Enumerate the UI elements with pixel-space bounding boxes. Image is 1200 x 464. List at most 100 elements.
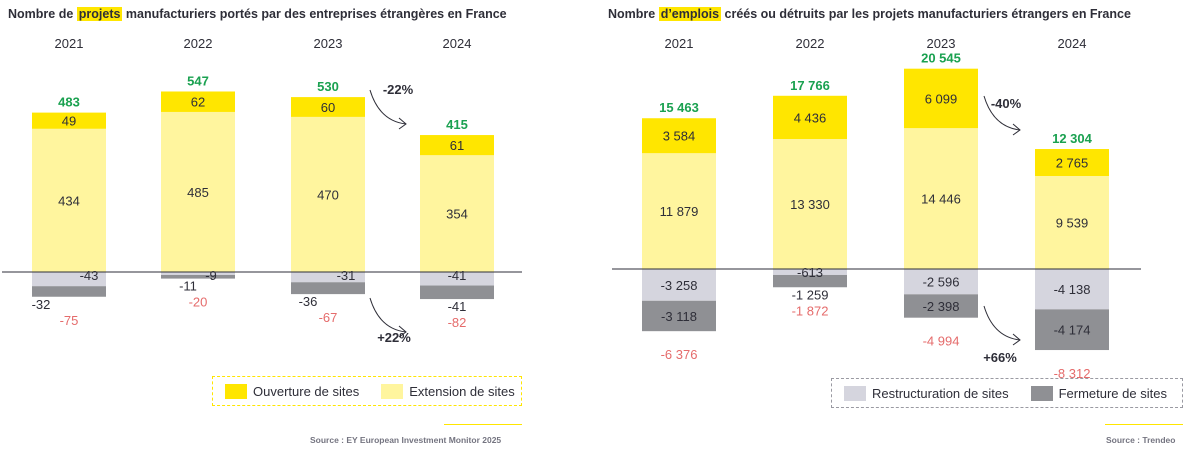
right-2021-year-label: 2021	[665, 36, 694, 51]
left-source-rule	[444, 424, 522, 425]
left-2024-bar-extension-de-sites	[420, 155, 494, 272]
right-2024-bar-fermeture-de-sites	[1035, 309, 1109, 351]
left-2021-bar-extension-de-sites	[32, 128, 106, 272]
right-2023-label-restructuration-de-sites: -2 596	[923, 275, 960, 290]
left-positive-change-arrow-curve	[369, 89, 407, 125]
right-2022-bar-ouverture-de-sites	[773, 95, 847, 140]
left-2021-bar-restructuration-de-sites	[32, 272, 106, 287]
left-2024-bar-restructuration-de-sites	[420, 272, 494, 286]
right-2021-label-extension-de-sites: 11 879	[660, 204, 699, 219]
right-title-part-2: créés ou détruits par les projets manufa…	[721, 7, 1131, 21]
right-2023-bar-extension-de-sites	[904, 128, 978, 269]
right-2024-label-fermeture-de-sites: -4 174	[1054, 323, 1091, 338]
left-2023-negative-total: -67	[319, 310, 338, 325]
right-2021-label-restructuration-de-sites: -3 258	[661, 278, 698, 293]
left-2024-bar-fermeture-de-sites	[420, 285, 494, 300]
right-2022-label-extension-de-sites: 13 330	[790, 197, 830, 212]
right-2023-negative-total: -4 994	[923, 334, 960, 349]
left-chart-title: Nombre de projets manufacturiers portés …	[8, 7, 507, 21]
left-title-part-2: manufacturiers portés par des entreprise…	[122, 7, 507, 21]
left-2021-label-restructuration-de-sites: -43	[80, 268, 99, 283]
right-2021-label-ouverture-de-sites: 3 584	[663, 129, 696, 144]
legend-swatch-extension	[381, 383, 404, 399]
right-2022-year-label: 2022	[796, 36, 825, 51]
left-2022-bar-ouverture-de-sites	[161, 91, 235, 112]
left-2022-label-ouverture-de-sites: 62	[191, 95, 205, 110]
left-2023-bar-ouverture-de-sites	[291, 97, 365, 117]
left-2023-label-restructuration-de-sites: -31	[337, 268, 356, 283]
right-positive-change-arrow-curve	[983, 95, 1021, 131]
left-positive-change-arrow-head	[398, 117, 407, 130]
right-title-highlight: d’emplois	[658, 7, 722, 21]
legend-item-ouverture: Ouverture de sites	[225, 383, 359, 399]
right-negative-change-arrow-curve	[983, 305, 1021, 341]
left-panel-projects: Nombre de projets manufacturiers portés …	[2, 7, 522, 445]
right-2024-bar-restructuration-de-sites	[1035, 269, 1109, 310]
right-2022-label-ouverture-de-sites: 4 436	[794, 110, 827, 125]
right-2021-bar-fermeture-de-sites	[642, 300, 716, 332]
left-2024-negative-total: -82	[448, 315, 467, 330]
left-2022-label-fermeture-de-sites: -11	[179, 279, 197, 294]
right-2023-bar-fermeture-de-sites	[904, 294, 978, 318]
right-2023-label-ouverture-de-sites: 6 099	[925, 91, 958, 106]
left-2024-label-fermeture-de-sites: -41	[448, 299, 467, 314]
left-2021-year-label: 2021	[55, 36, 84, 51]
legend-swatch-fermeture	[1030, 385, 1053, 401]
left-negative-change-arrow-head	[398, 325, 407, 338]
right-positive-change-label: -40%	[991, 96, 1022, 111]
left-2024-bar-ouverture-de-sites	[420, 135, 494, 156]
right-legend: Restructuration de sites Fermeture de si…	[831, 378, 1183, 408]
left-title-highlight: projets	[76, 7, 123, 21]
left-2024-year-label: 2024	[443, 36, 472, 51]
left-2021-bar-fermeture-de-sites	[32, 286, 106, 297]
right-2022-label-restructuration-de-sites: -613	[797, 265, 823, 280]
legend-label-extension: Extension de sites	[409, 383, 515, 399]
left-2022-positive-total: 547	[187, 73, 209, 88]
right-2021-bar-restructuration-de-sites	[642, 269, 716, 301]
left-bar-chart: 202143449483-43-32-75202248562547-9-11-2…	[2, 36, 522, 345]
legend-item-fermeture: Fermeture de sites	[1030, 385, 1167, 401]
right-2023-bar-restructuration-de-sites	[904, 269, 978, 295]
left-2022-bar-extension-de-sites	[161, 111, 235, 272]
left-2021-negative-total: -75	[60, 313, 79, 328]
right-2023-label-fermeture-de-sites: -2 398	[923, 299, 960, 314]
right-2024-positive-total: 12 304	[1052, 131, 1093, 146]
left-2021-label-fermeture-de-sites: -32	[32, 297, 51, 312]
left-2021-bar-ouverture-de-sites	[32, 112, 106, 129]
right-positive-change-arrow-head	[1012, 123, 1021, 136]
legend-label-restructuration: Restructuration de sites	[872, 385, 1009, 401]
right-bar-chart: 2021 11 879 3 584 15 463 -3 258 -3 118 -6 376 2…	[612, 36, 1141, 381]
left-2023-year-label: 2023	[314, 36, 343, 51]
left-2023-bar-restructuration-de-sites	[291, 272, 365, 283]
right-2023-label-extension-de-sites: 14 446	[921, 192, 961, 207]
left-negative-change-arrow-curve	[369, 297, 407, 333]
legend-swatch-restructuration	[844, 385, 866, 401]
left-2021-label-ouverture-de-sites: 49	[62, 114, 76, 129]
right-2021-bar-extension-de-sites	[642, 153, 716, 269]
left-2022-negative-total: -20	[189, 295, 208, 310]
right-title-part-1: Nombre	[608, 7, 659, 21]
left-2023-label-ouverture-de-sites: 60	[321, 100, 335, 115]
left-2022-year-label: 2022	[184, 36, 213, 51]
left-2023-positive-total: 530	[317, 79, 339, 94]
left-title-part-1: Nombre de	[8, 7, 77, 21]
left-negative-change-label: +22%	[377, 330, 411, 345]
left-2024-label-extension-de-sites: 354	[446, 207, 468, 222]
right-2024-label-extension-de-sites: 9 539	[1056, 215, 1089, 230]
left-2022-label-extension-de-sites: 485	[187, 185, 209, 200]
right-2023-bar-ouverture-de-sites	[904, 68, 978, 129]
left-2021-positive-total: 483	[58, 95, 80, 110]
right-2021-positive-total: 15 463	[659, 100, 699, 115]
legend-item-restructuration: Restructuration de sites	[844, 385, 1009, 401]
left-2023-bar-extension-de-sites	[291, 116, 365, 273]
left-2023-bar-fermeture-de-sites	[291, 282, 365, 295]
legend-item-extension: Extension de sites	[381, 383, 515, 399]
right-source-rule	[1105, 424, 1183, 425]
left-legend: Ouverture de sites Extension de sites	[212, 376, 522, 406]
right-negative-change-label: +66%	[983, 350, 1017, 365]
left-2022-bar-restructuration-de-sites	[161, 272, 235, 275]
right-2023-year-label: 2023	[927, 36, 956, 51]
right-2022-bar-restructuration-de-sites	[773, 269, 847, 275]
left-source: Source : EY European Investment Monitor …	[310, 435, 502, 445]
right-2024-bar-extension-de-sites	[1035, 175, 1109, 269]
